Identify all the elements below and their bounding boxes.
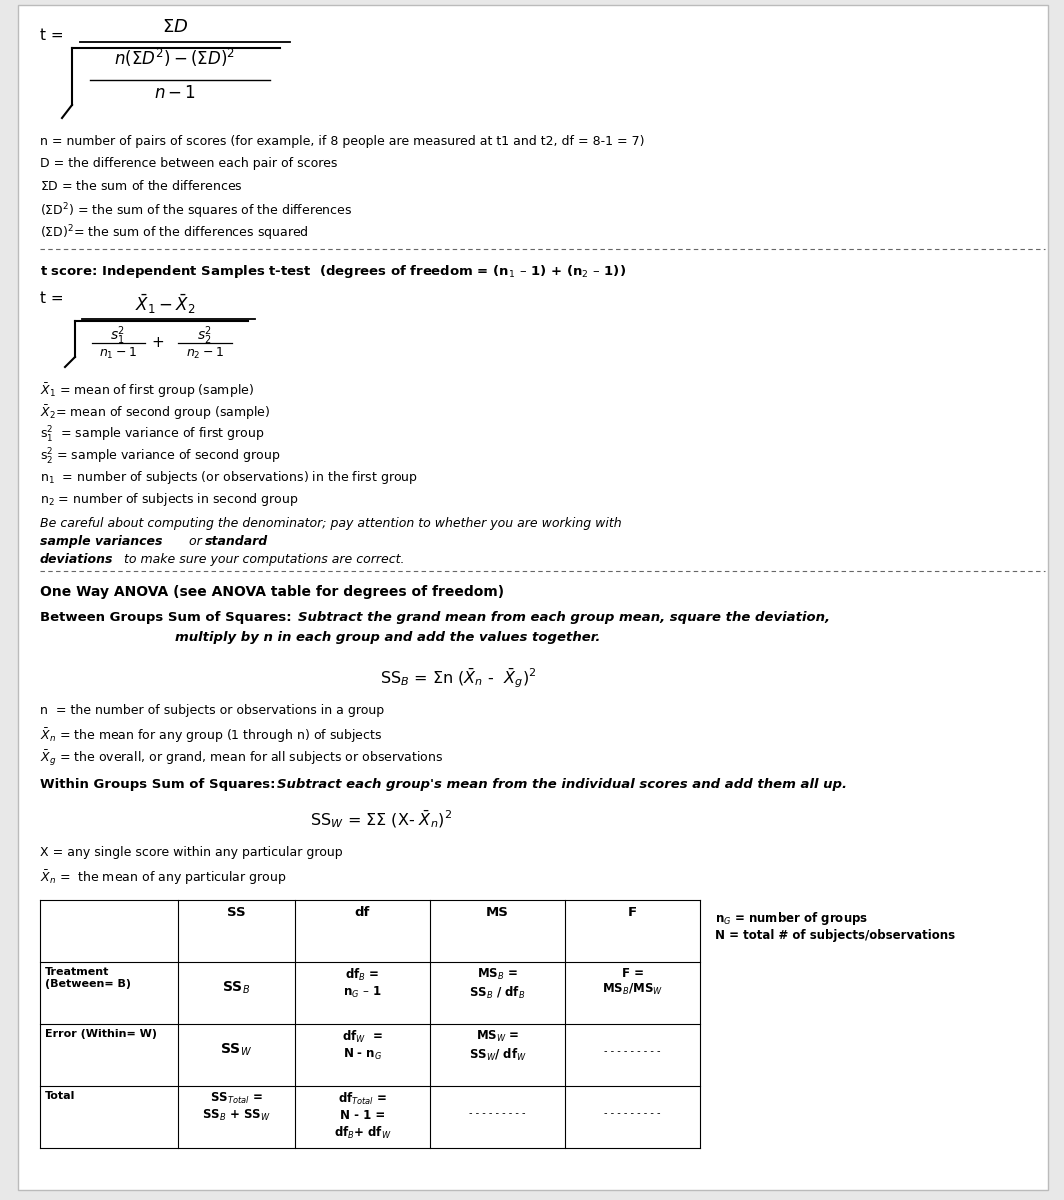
Text: n$_G$ = number of groups
N = total # of subjects/observations: n$_G$ = number of groups N = total # of … [715,910,955,942]
Text: SS$_W$ = $\Sigma\Sigma$ (X- $\bar{X}_n$)$^2$: SS$_W$ = $\Sigma\Sigma$ (X- $\bar{X}_n$)… [310,808,452,829]
Text: n = number of pairs of scores (for example, if 8 people are measured at t1 and t: n = number of pairs of scores (for examp… [40,134,645,148]
FancyBboxPatch shape [18,5,1048,1190]
Text: s$^2_1$  = sample variance of first group: s$^2_1$ = sample variance of first group [40,425,265,445]
Text: - - - - - - - - -: - - - - - - - - - [604,1108,661,1118]
Text: standard: standard [205,535,268,548]
Text: Between Groups Sum of Squares:: Between Groups Sum of Squares: [40,611,296,624]
Text: MS$_B$ =
SS$_B$ / df$_B$: MS$_B$ = SS$_B$ / df$_B$ [469,967,526,1001]
Text: Treatment
(Between= B): Treatment (Between= B) [45,967,131,989]
Text: SS: SS [228,906,246,919]
Text: sample variances: sample variances [40,535,163,548]
Text: SS$_W$: SS$_W$ [220,1042,252,1058]
Text: $s_1^2$: $s_1^2$ [111,324,126,347]
Text: SS$_{Total}$ =
SS$_B$ + SS$_W$: SS$_{Total}$ = SS$_B$ + SS$_W$ [202,1091,270,1123]
Text: One Way ANOVA (see ANOVA table for degrees of freedom): One Way ANOVA (see ANOVA table for degre… [40,584,504,599]
Text: $\bar{X}_n$ =  the mean of any particular group: $\bar{X}_n$ = the mean of any particular… [40,868,286,887]
Text: n  = the number of subjects or observations in a group: n = the number of subjects or observatio… [40,704,384,716]
Text: SS$_B$ = $\Sigma$n $(\bar{X}_n$ -  $\bar{X}_g)^2$: SS$_B$ = $\Sigma$n $(\bar{X}_n$ - $\bar{… [380,666,536,690]
Text: F: F [628,906,637,919]
Text: $\bar{X}_2$= mean of second group (sample): $\bar{X}_2$= mean of second group (sampl… [40,403,270,421]
Text: df$_B$ =
n$_G$ – 1: df$_B$ = n$_G$ – 1 [344,967,382,1001]
Text: ($\Sigma$D)$^2$= the sum of the differences squared: ($\Sigma$D)$^2$= the sum of the differen… [40,223,309,242]
Text: SS$_B$: SS$_B$ [222,980,251,996]
Text: F =
MS$_B$/MS$_W$: F = MS$_B$/MS$_W$ [602,967,663,997]
Text: $n-1$: $n-1$ [154,84,196,102]
Text: Subtract the grand mean from each group mean, square the deviation,: Subtract the grand mean from each group … [298,611,830,624]
Text: X = any single score within any particular group: X = any single score within any particul… [40,846,343,859]
Text: t score: Independent Samples t-test  (degrees of freedom = (n$_1$ – 1) + (n$_2$ : t score: Independent Samples t-test (deg… [40,263,626,280]
Text: $n(\Sigma D^2)-(\Sigma D)^2$: $n(\Sigma D^2)-(\Sigma D)^2$ [115,47,235,70]
Text: Within Groups Sum of Squares:: Within Groups Sum of Squares: [40,778,280,791]
Text: Subtract each group's mean from the individual scores and add them all up.: Subtract each group's mean from the indi… [277,778,847,791]
Text: n$_1$  = number of subjects (or observations) in the first group: n$_1$ = number of subjects (or observati… [40,469,418,486]
Text: $\bar{X}_g$ = the overall, or grand, mean for all subjects or observations: $\bar{X}_g$ = the overall, or grand, mea… [40,748,444,768]
Text: Total: Total [45,1091,76,1102]
Text: t =: t = [40,290,64,306]
Text: multiply by n in each group and add the values together.: multiply by n in each group and add the … [174,631,600,644]
Text: Be careful about computing the denominator; pay attention to whether you are wor: Be careful about computing the denominat… [40,517,626,530]
Text: n$_2$ = number of subjects in second group: n$_2$ = number of subjects in second gro… [40,491,299,508]
Text: ($\Sigma$D$^2$) = the sum of the squares of the differences: ($\Sigma$D$^2$) = the sum of the squares… [40,200,352,221]
Text: t =: t = [40,28,64,43]
Text: $s_2^2$: $s_2^2$ [198,324,213,347]
Text: D = the difference between each pair of scores: D = the difference between each pair of … [40,157,337,170]
Text: to make sure your computations are correct.: to make sure your computations are corre… [120,553,404,566]
Text: or: or [185,535,205,548]
Text: deviations: deviations [40,553,114,566]
Text: $\bar{X}_1$ = mean of first group (sample): $\bar{X}_1$ = mean of first group (sampl… [40,382,254,400]
Text: +: + [152,335,164,350]
Text: - - - - - - - - -: - - - - - - - - - [604,1046,661,1056]
Text: df: df [354,906,370,919]
Text: $\bar{X}_n$ = the mean for any group (1 through n) of subjects: $\bar{X}_n$ = the mean for any group (1 … [40,726,382,744]
Text: $n_1-1$: $n_1-1$ [99,346,137,361]
Text: MS: MS [486,906,509,919]
Text: $\Sigma D$: $\Sigma D$ [162,18,188,36]
Text: - - - - - - - - -: - - - - - - - - - [469,1108,526,1118]
Text: $\bar{X}_1 - \bar{X}_2$: $\bar{X}_1 - \bar{X}_2$ [135,293,195,317]
Text: $n_2-1$: $n_2-1$ [186,346,223,361]
Text: df$_{Total}$ =
N - 1 =
df$_B$+ df$_W$: df$_{Total}$ = N - 1 = df$_B$+ df$_W$ [334,1091,392,1140]
Text: s$^2_2$ = sample variance of second group: s$^2_2$ = sample variance of second grou… [40,446,281,467]
Text: $\Sigma$D = the sum of the differences: $\Sigma$D = the sum of the differences [40,179,243,193]
Text: df$_W$  =
N - n$_G$: df$_W$ = N - n$_G$ [342,1028,383,1062]
Text: MS$_W$ =
SS$_W$/ df$_W$: MS$_W$ = SS$_W$/ df$_W$ [468,1028,527,1063]
Text: Error (Within= W): Error (Within= W) [45,1028,157,1039]
